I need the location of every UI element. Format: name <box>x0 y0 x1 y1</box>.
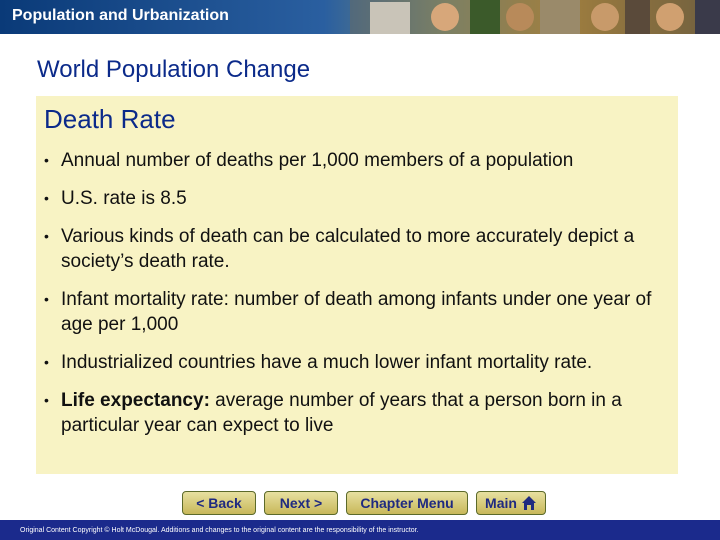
panel-title: Death Rate <box>44 104 176 134</box>
bullet-item: • Various kinds of death can be calculat… <box>44 224 676 274</box>
bullet-dot: • <box>44 354 49 370</box>
bullet-dot: • <box>44 228 49 244</box>
bullet-dot: • <box>44 291 49 307</box>
slide-heading: World Population Change <box>37 56 311 83</box>
bullet-text: U.S. rate is 8.5 <box>61 188 187 209</box>
copyright-text: Original Content Copyright © Holt McDoug… <box>20 527 419 534</box>
banner-title: Population and Urbanization <box>12 7 229 24</box>
main-button[interactable]: Main <box>476 491 546 515</box>
bullet-item: • Annual number of deaths per 1,000 memb… <box>44 148 676 173</box>
back-button-label: < Back <box>196 495 242 511</box>
back-button[interactable]: < Back <box>182 491 256 515</box>
bullet-item: • Infant mortality rate: number of death… <box>44 287 676 337</box>
bullet-item: • U.S. rate is 8.5 <box>44 186 676 211</box>
bullet-text: Annual number of deaths per 1,000 member… <box>61 150 574 171</box>
bullet-item: • Industrialized countries have a much l… <box>44 350 676 375</box>
bullet-item: • Life expectancy: average number of yea… <box>44 388 676 438</box>
next-button[interactable]: Next > <box>264 491 338 515</box>
home-icon <box>521 496 536 510</box>
chapter-menu-button[interactable]: Chapter Menu <box>346 491 468 515</box>
bullet-list: • Annual number of deaths per 1,000 memb… <box>44 148 676 451</box>
next-button-label: Next > <box>279 495 323 511</box>
bullet-text: Various kinds of death can be calculated… <box>61 226 635 272</box>
main-button-label: Main <box>485 495 517 511</box>
banner-photo-collage <box>350 0 720 34</box>
bullet-text: Industrialized countries have a much low… <box>61 352 593 373</box>
bullet-dot: • <box>44 152 49 168</box>
bullet-term: Life expectancy: <box>61 390 210 411</box>
content-panel: Death Rate • Annual number of deaths per… <box>36 96 678 474</box>
bullet-dot: • <box>44 190 49 206</box>
bullet-text: average number of years that a person bo… <box>61 390 622 436</box>
bullet-text: Infant mortality rate: number of death a… <box>61 289 652 335</box>
bullet-dot: • <box>44 392 49 408</box>
title-banner: Population and Urbanization <box>0 0 720 34</box>
footer-bar: Original Content Copyright © Holt McDoug… <box>0 520 720 540</box>
slide-navigation: < Back Next > Chapter Menu Main <box>182 491 546 515</box>
chapter-menu-label: Chapter Menu <box>360 495 454 511</box>
